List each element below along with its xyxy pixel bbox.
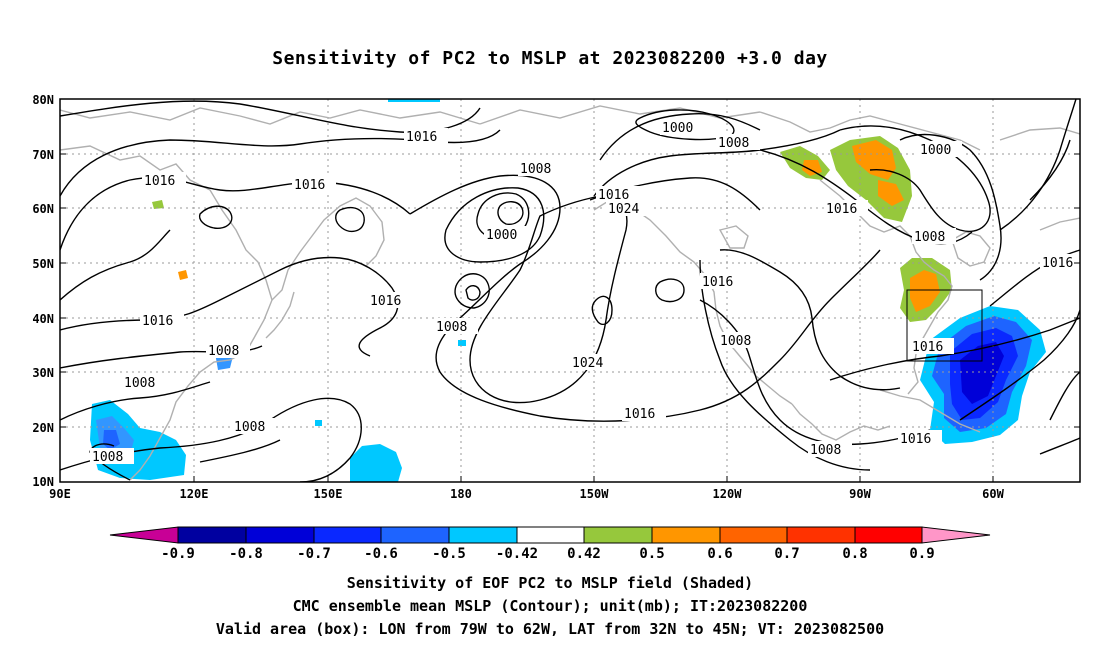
contour-label: 1008 — [208, 344, 239, 359]
colorbar-label: -0.42 — [496, 546, 538, 562]
colorbar-label: -0.8 — [229, 546, 263, 562]
contour-label: 1000 — [920, 143, 951, 158]
contour-label: 1008 — [92, 450, 123, 465]
lat-label: 30N — [32, 366, 54, 380]
lat-label: 20N — [32, 421, 54, 435]
shade-neg-west-pacific — [350, 444, 402, 482]
colorbar-label: 0.6 — [707, 546, 732, 562]
footer-contour-description: CMC ensemble mean MSLP (Contour); unit(m… — [292, 597, 808, 615]
shade-pos-small-1 — [152, 200, 164, 209]
contour-label: 1016 — [702, 275, 733, 290]
colorbar-label: 0.9 — [909, 546, 934, 562]
contour-label: 1016 — [142, 314, 173, 329]
colorbar-high-triangle — [921, 526, 991, 544]
axis-ticks — [60, 98, 1080, 483]
lon-label: 150W — [580, 487, 610, 501]
lat-label: 10N — [32, 475, 54, 489]
lon-label: 120W — [713, 487, 743, 501]
colorbar-label: 0.42 — [567, 546, 601, 562]
contour-label: 1008 — [436, 320, 467, 335]
contour-label: 1008 — [124, 376, 155, 391]
contour-label: 1016 — [624, 407, 655, 422]
valid-area-box — [906, 289, 983, 362]
contour-label: 1008 — [520, 162, 551, 177]
contour-label: 1016 — [1042, 256, 1073, 271]
chart-title: Sensitivity of PC2 to MSLP at 2023082200… — [272, 48, 828, 69]
contour-label: 1024 — [572, 356, 603, 371]
colorbar-label: 0.7 — [774, 546, 799, 562]
colorbar-bin — [583, 526, 653, 544]
footer-shading-description: Sensitivity of EOF PC2 to MSLP field (Sh… — [346, 574, 754, 592]
contour-label: 1008 — [914, 230, 945, 245]
contour-label: 1016 — [294, 178, 325, 193]
shade-neg-small-1 — [458, 340, 466, 346]
contour-label: 1008 — [234, 420, 265, 435]
colorbar-bin — [380, 526, 450, 544]
lon-label: 90E — [49, 487, 71, 501]
colorbar-bin — [854, 526, 923, 544]
contour-label: 1016 — [900, 432, 931, 447]
lat-label: 50N — [32, 257, 54, 271]
colorbar-bin — [719, 526, 788, 544]
colorbar-label: -0.7 — [297, 546, 331, 562]
colorbar-bin — [651, 526, 721, 544]
contour-label: 1016 — [370, 294, 401, 309]
shade-pos-us-east-core — [910, 270, 940, 312]
contour-label: 1016 — [826, 202, 857, 217]
lon-label: 90W — [849, 487, 871, 501]
contour-label: 1024 — [608, 202, 639, 217]
lon-label: 120E — [180, 487, 209, 501]
lat-label: 60N — [32, 202, 54, 216]
lat-label: 70N — [32, 148, 54, 162]
longitude-labels: 90E 120E 150E 180 150W 120W 90W 60W — [49, 487, 1004, 501]
graticule — [60, 99, 1080, 482]
colorbar-label: 0.8 — [842, 546, 867, 562]
footer-valid-area: Valid area (box): LON from 79W to 62W, L… — [215, 620, 885, 638]
contour-label: 1016 — [406, 130, 437, 145]
lon-label: 60W — [982, 487, 1004, 501]
lat-label: 80N — [32, 93, 54, 107]
colorbar-label: -0.5 — [432, 546, 466, 562]
lon-label: 180 — [450, 487, 472, 501]
colorbar-label: 0.5 — [639, 546, 664, 562]
contour-label: 1016 — [912, 340, 943, 355]
colorbar-bin — [448, 526, 518, 544]
contour-label: 1008 — [720, 334, 751, 349]
map-frame — [59, 98, 1081, 483]
contour-label: 1008 — [810, 443, 841, 458]
shade-neg-southeast-asia-deep — [103, 430, 120, 450]
contour-label: 1016 — [598, 188, 629, 203]
contour-label: 1008 — [718, 136, 749, 151]
lat-label: 40N — [32, 312, 54, 326]
colorbar-bin — [786, 526, 856, 544]
colorbar-bin — [313, 526, 382, 544]
coastlines — [60, 105, 1080, 481]
shade-pos-greenland-core2 — [878, 180, 904, 206]
shade-neg-small-2 — [315, 420, 322, 426]
colorbar-bin — [516, 526, 585, 544]
colorbar: -0.9 -0.8 -0.7 -0.6 -0.5 -0.42 0.42 0.5 … — [109, 526, 991, 562]
colorbar-low-triangle — [109, 526, 179, 544]
colorbar-label: -0.9 — [161, 546, 195, 562]
contour-label: 1016 — [144, 174, 175, 189]
colorbar-bin — [245, 526, 315, 544]
contour-label-group: 1016 1016 1016 1016 1016 1016 1016 1016 … — [90, 119, 1080, 465]
contour-label: 1000 — [662, 121, 693, 136]
contour-label: 1000 — [486, 228, 517, 243]
map-content: 1016 1016 1016 1016 1016 1016 1016 1016 … — [60, 99, 1080, 482]
latitude-labels: 80N 70N 60N 50N 40N 30N 20N 10N — [32, 93, 54, 489]
shade-pos-small-2 — [178, 270, 188, 280]
lon-label: 150E — [314, 487, 343, 501]
colorbar-label: -0.6 — [364, 546, 398, 562]
colorbar-bin — [177, 526, 247, 544]
shade-pos-canada-core — [802, 160, 822, 176]
